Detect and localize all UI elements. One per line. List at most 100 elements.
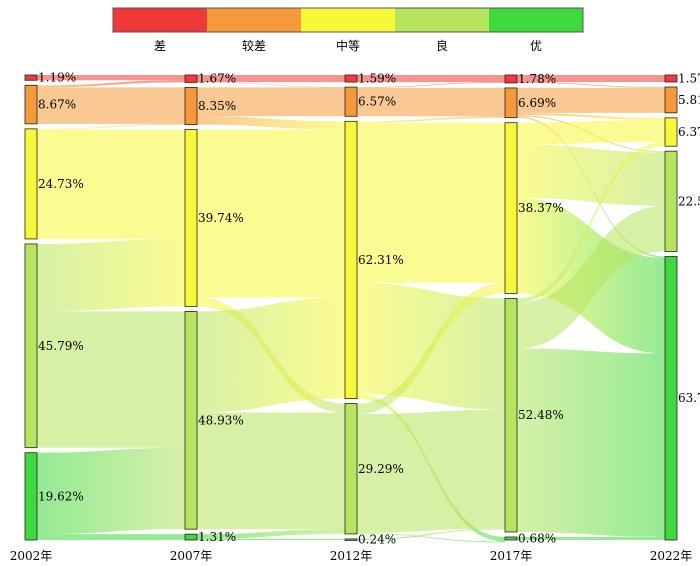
node-4-1 xyxy=(664,86,678,114)
value-label-3-1: 6.69% xyxy=(518,96,556,110)
value-label-1-0: 1.67% xyxy=(198,72,236,86)
flow-3-0 xyxy=(517,75,665,82)
legend-swatch-2 xyxy=(301,8,395,32)
legend-frame xyxy=(112,7,584,33)
value-labels: 1.19% 8.67% 24.73% 45.79% 19.62% 1.67% 8.35% 39… xyxy=(38,71,700,547)
flow-2-1 xyxy=(357,82,505,88)
flow-2-0 xyxy=(357,75,505,83)
node-0-2 xyxy=(24,128,38,240)
flow-3-12 xyxy=(517,536,665,540)
flow-2-8 xyxy=(357,409,505,533)
node-2-3 xyxy=(344,403,358,535)
flow-0-3 xyxy=(37,123,185,130)
year-label-3: 2017年 xyxy=(490,549,533,563)
legend: 差 较差 中等 良 优 xyxy=(112,7,584,53)
value-label-0-2: 24.73% xyxy=(38,177,84,191)
flow-3-7 xyxy=(517,144,665,206)
value-label-2-4: 0.24% xyxy=(358,532,396,546)
legend-label-4: 优 xyxy=(530,39,542,53)
node-2-2 xyxy=(344,120,358,399)
legend-label-2: 中等 xyxy=(336,38,360,53)
legend-swatch-3 xyxy=(395,8,489,32)
flow-0-0 xyxy=(37,75,185,81)
flow-3-2 xyxy=(517,87,665,113)
year-axis: 2002年 2007年 2012年 2017年 2022年 xyxy=(10,549,693,563)
flow-3-6 xyxy=(517,120,665,145)
flow-1-7 xyxy=(197,412,345,530)
flows xyxy=(37,75,665,543)
legend-swatch-0 xyxy=(113,8,207,32)
value-label-1-1: 8.35% xyxy=(198,99,236,113)
node-1-0 xyxy=(184,74,198,83)
node-2-0 xyxy=(344,74,358,83)
flow-0-5 xyxy=(37,238,185,312)
flow-0-7 xyxy=(37,447,185,535)
flow-2-4 xyxy=(357,122,505,283)
flow-1-0 xyxy=(197,75,345,83)
flow-3-9 xyxy=(517,141,665,303)
flow-0-2 xyxy=(37,87,185,124)
value-label-2-1: 6.57% xyxy=(358,95,396,109)
flow-0-8 xyxy=(37,534,185,540)
node-3-0 xyxy=(504,74,518,84)
node-0-4 xyxy=(24,452,38,541)
value-label-4-1: 5.81% xyxy=(678,93,700,107)
flow-2-7 xyxy=(357,282,505,415)
year-label-2: 2012年 xyxy=(330,549,373,563)
value-label-2-2: 62.31% xyxy=(358,253,404,267)
node-4-3 xyxy=(664,150,678,252)
node-2-1 xyxy=(344,86,358,117)
flow-3-11 xyxy=(517,348,665,537)
flow-1-3 xyxy=(197,116,345,130)
value-label-3-2: 38.37% xyxy=(518,201,564,215)
legend-label-0: 差 xyxy=(154,39,166,53)
legend-label-3: 良 xyxy=(436,38,448,53)
node-4-4 xyxy=(664,256,678,541)
flow-1-6 xyxy=(197,297,345,413)
value-label-1-2: 39.74% xyxy=(198,211,244,225)
flow-1-9 xyxy=(197,538,345,540)
node-0-3 xyxy=(24,243,38,449)
node-1-3 xyxy=(184,311,198,530)
node-0-1 xyxy=(24,84,38,125)
value-label-0-0: 1.19% xyxy=(38,71,76,85)
legend-swatch-1 xyxy=(207,8,301,32)
value-label-3-3: 52.48% xyxy=(518,408,564,422)
node-2-4 xyxy=(344,538,358,541)
flow-1-4 xyxy=(197,129,345,298)
year-label-4: 2022年 xyxy=(650,549,693,563)
node-4-0 xyxy=(664,74,678,83)
node-1-4 xyxy=(184,533,198,541)
flow-3-3 xyxy=(517,112,665,121)
value-label-4-0: 1.57% xyxy=(678,71,700,85)
flow-3-1 xyxy=(517,81,665,88)
value-label-1-4: 1.31% xyxy=(198,530,236,544)
node-0-0 xyxy=(24,74,38,81)
value-label-4-3: 22.54% xyxy=(678,194,700,208)
value-label-3-0: 1.78% xyxy=(518,72,556,86)
value-label-0-1: 8.67% xyxy=(38,98,76,112)
node-4-2 xyxy=(664,117,678,147)
flow-3-10 xyxy=(517,205,665,349)
legend-swatch-4 xyxy=(489,8,583,32)
node-1-2 xyxy=(184,129,198,307)
value-label-3-4: 0.68% xyxy=(518,531,556,545)
value-label-1-3: 48.93% xyxy=(198,413,244,427)
flow-2-9 xyxy=(357,532,505,543)
nodes xyxy=(24,74,678,541)
year-label-0: 2002年 xyxy=(10,549,53,563)
value-label-2-3: 29.29% xyxy=(358,462,404,476)
value-label-4-4: 63.71% xyxy=(678,391,700,405)
flow-1-8 xyxy=(197,529,345,539)
year-label-1: 2007年 xyxy=(170,549,213,563)
flow-2-2 xyxy=(357,87,505,117)
value-label-2-0: 1.59% xyxy=(358,72,396,86)
node-3-1 xyxy=(504,87,518,119)
flow-0-1 xyxy=(37,80,185,88)
flow-0-6 xyxy=(37,311,185,448)
value-label-0-4: 19.62% xyxy=(38,489,84,503)
flow-1-1 xyxy=(197,82,345,88)
flow-1-2 xyxy=(197,87,345,117)
node-1-1 xyxy=(184,87,198,125)
